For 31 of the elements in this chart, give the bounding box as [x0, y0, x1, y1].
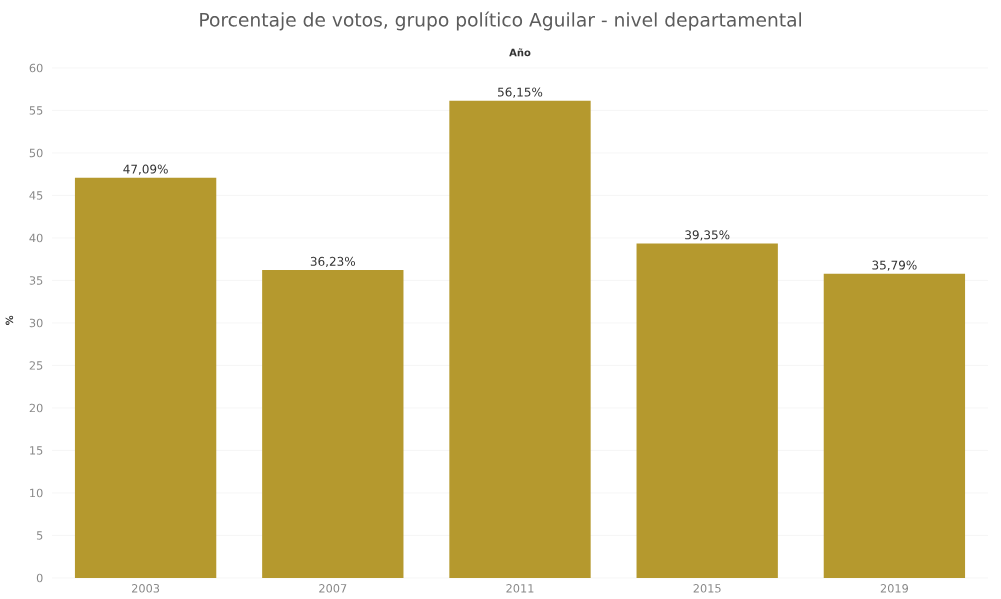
y-tick-label: 25: [29, 361, 43, 370]
y-tick-label: 5: [36, 531, 43, 540]
chart-title: Porcentaje de votos, grupo político Aguilar - nivel departamental: [200, 11, 801, 31]
y-tick-label: 30: [29, 318, 43, 328]
y-tick-label: 45: [29, 191, 43, 200]
data-label: 39,35%: [685, 230, 730, 241]
bar: [636, 243, 778, 578]
bar: [823, 273, 966, 578]
x-tick-label: 2003: [132, 584, 160, 593]
y-tick-label: 35: [29, 276, 43, 285]
x-axis-title: Año: [509, 48, 531, 57]
y-tick-label: 20: [29, 403, 43, 413]
data-label: 35,79%: [872, 260, 917, 271]
data-label: 36,23%: [310, 256, 356, 268]
y-axis-title: %: [5, 315, 14, 326]
x-tick-label: 2019: [880, 584, 909, 593]
y-tick-label: 15: [30, 446, 43, 455]
x-tick-label: 2011: [506, 584, 534, 593]
y-tick-label: 40: [29, 233, 43, 243]
bar: [74, 177, 217, 578]
x-tick-label: 2007: [319, 584, 347, 593]
y-tick-label: 60: [29, 63, 43, 73]
y-tick-label: 50: [29, 148, 43, 158]
bar: [262, 270, 404, 578]
data-label: 56,15%: [498, 87, 543, 98]
bar: [449, 100, 591, 578]
y-tick-label: 55: [29, 106, 43, 115]
y-tick-label: 10: [30, 488, 43, 498]
x-tick-label: 2015: [693, 584, 721, 593]
data-label: 47,09%: [123, 164, 168, 175]
y-tick-label: 0: [36, 573, 43, 583]
